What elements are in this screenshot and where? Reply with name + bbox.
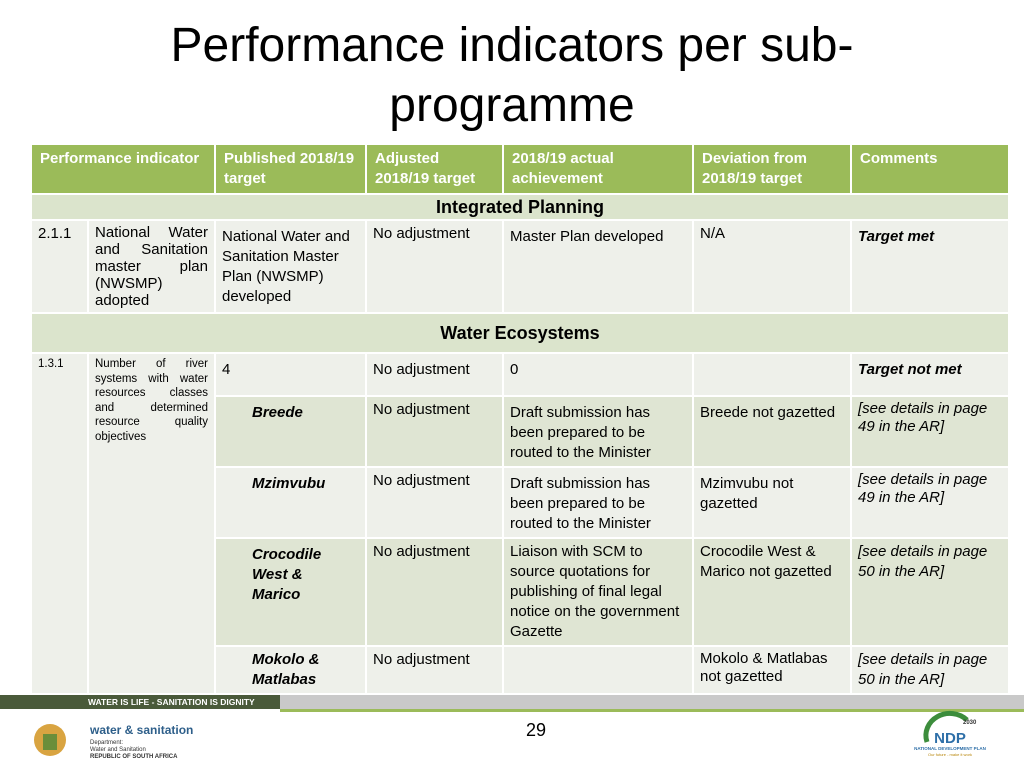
- cell-adjusted: No adjustment: [365, 395, 504, 468]
- header-cell: 2018/19 actual achievement: [502, 143, 694, 195]
- cell-actual: Master Plan developed: [502, 219, 694, 314]
- cell-deviation: Breede not gazetted: [692, 395, 852, 468]
- ndp-name: NATIONAL DEVELOPMENT PLAN: [914, 746, 986, 751]
- cell-adjusted: No adjustment: [365, 645, 504, 695]
- cell-comment: Target met: [850, 219, 1010, 314]
- cell-deviation: Crocodile West & Marico not gazetted: [692, 537, 852, 647]
- ndp-logo: 2030 NDP NATIONAL DEVELOPMENT PLAN Our f…: [914, 710, 986, 757]
- cell-name: Mokolo & Matlabas: [214, 645, 367, 695]
- header-cell: Adjusted 2018/19 target: [365, 143, 504, 195]
- cell-actual: 0: [502, 352, 694, 397]
- indicator-table: Performance indicator Published 2018/19 …: [30, 143, 1010, 695]
- dept-name: water & sanitation: [89, 723, 193, 737]
- header-row: Performance indicator Published 2018/19 …: [30, 143, 1010, 195]
- coat-shield: [43, 734, 57, 750]
- cell-name: Breede: [214, 395, 367, 468]
- header-cell: Deviation from 2018/19 target: [692, 143, 852, 195]
- cell-actual: Draft submission has been prepared to be…: [502, 466, 694, 539]
- cell-comment: Target not met: [850, 352, 1010, 397]
- cell-actual: Draft submission has been prepared to be…: [502, 395, 694, 468]
- cell-comment: [see details in page 50 in the AR]: [850, 537, 1010, 647]
- cell-indicator: Number of river systems with water resou…: [87, 352, 216, 695]
- cell-indicator: National Water and Sanitation master pla…: [87, 219, 216, 314]
- ndp-slogan: Our future - make it work: [928, 752, 972, 757]
- page-number: 29: [526, 720, 547, 740]
- ndp-year: 2030: [963, 720, 977, 726]
- footer-band-dark: [0, 695, 280, 709]
- section-title: Water Ecosystems: [30, 312, 1010, 354]
- ndp-mark: NDP: [934, 730, 966, 747]
- footer-line: [280, 709, 1024, 712]
- dept-line: REPUBLIC OF SOUTH AFRICA: [90, 754, 178, 760]
- cell-deviation: Mokolo & Matlabas not gazetted: [692, 645, 852, 695]
- header-cell: Published 2018/19 target: [214, 143, 367, 195]
- ndp-swoosh: [923, 710, 969, 743]
- cell-deviation: N/A: [692, 219, 852, 314]
- slide-title: Performance indicators per sub-programme: [170, 19, 854, 132]
- cell-target: National Water and Sanitation Master Pla…: [214, 219, 367, 314]
- cell-adjusted: No adjustment: [365, 352, 504, 397]
- section-title: Integrated Planning: [30, 193, 1010, 221]
- footer-banner: WATER IS LIFE - SANITATION IS DIGNITY: [88, 697, 255, 707]
- cell-target: 4: [214, 352, 367, 397]
- cell-comment: [see details in page 49 in the AR]: [850, 466, 1010, 539]
- cell-comment: [see details in page 50 in the AR]: [850, 645, 1010, 695]
- dept-line: Water and Sanitation: [90, 747, 146, 753]
- cell-adjusted: No adjustment: [365, 537, 504, 647]
- cell-name: Crocodile West & Marico: [214, 537, 367, 647]
- cell-adjusted: No adjustment: [365, 466, 504, 539]
- header-cell: Performance indicator: [30, 143, 216, 195]
- cell-actual: Liaison with SCM to source quotations fo…: [502, 537, 694, 647]
- dept-logo: water & sanitation Department: Water and…: [34, 723, 193, 760]
- cell-id: 1.3.1: [30, 352, 89, 695]
- cell-name: Mzimvubu: [214, 466, 367, 539]
- cell-comment: [see details in page 49 in the AR]: [850, 395, 1010, 468]
- cell-deviation: Mzimvubu not gazetted: [692, 466, 852, 539]
- dept-line: Department:: [90, 740, 123, 746]
- header-cell: Comments: [850, 143, 1010, 195]
- cell-adjusted: No adjustment: [365, 219, 504, 314]
- cell-id: 2.1.1: [30, 219, 89, 314]
